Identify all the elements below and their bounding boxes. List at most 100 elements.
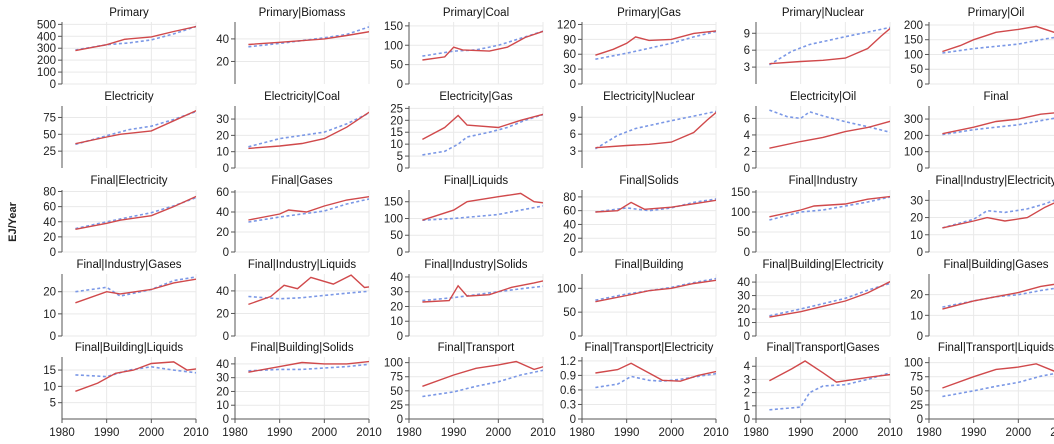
model-series-line	[595, 30, 716, 60]
model-series-line	[422, 369, 543, 398]
y-tick-label: 20	[910, 213, 923, 225]
y-tick-label: 0	[570, 331, 576, 343]
y-tick-label: 0	[397, 331, 403, 343]
y-tick-label: 40	[216, 286, 229, 298]
panel-title: Final|Building|Solids	[250, 342, 353, 354]
y-tick-label: 40	[563, 219, 576, 231]
facet-panel: 0 50 100 150 Final|Liquids	[384, 175, 544, 259]
model-series-line	[248, 363, 369, 372]
y-tick-label: 20	[216, 130, 229, 142]
y-tick-label: 30	[563, 64, 576, 76]
y-tick-label: 80	[563, 192, 576, 204]
x-tick-label: 2010	[1050, 427, 1054, 439]
facet-panel: 0 10 20 30 Final|Industry|Electricity	[910, 175, 1054, 259]
y-tick-label: 50	[910, 64, 923, 76]
y-tick-label: 100	[904, 358, 923, 370]
facet-panel: 0 20 40 60 80 Final|Electricity	[43, 175, 197, 259]
facet-panel: 0 25 50 75 100 Final|Transport 1980 1990 2000 201…	[384, 342, 556, 439]
panel-title: Electricity|Gas	[439, 91, 513, 103]
y-tick-label: 20	[216, 386, 229, 398]
panel-title: Final|Industry|Electricity	[935, 175, 1054, 187]
panel-title: Primary|Gas	[617, 7, 681, 19]
y-tick-label: 10	[910, 310, 923, 322]
y-tick-label: 20	[43, 232, 56, 244]
y-tick-label: 100	[384, 358, 403, 370]
historical-series-line	[942, 283, 1054, 310]
y-tick-label: 10	[216, 400, 229, 412]
y-tick-label: 0	[50, 79, 56, 91]
y-tick-label: 3	[570, 146, 576, 158]
facet-panel: 0 50 100 150 Final|Industry	[731, 175, 891, 259]
y-tick-label: 50	[43, 129, 56, 141]
y-tick-label: 100	[384, 213, 403, 225]
facet-panel: 25 50 75 Electricity	[43, 91, 197, 168]
y-tick-label: 50	[737, 227, 750, 239]
y-tick-label: 60	[563, 49, 576, 61]
y-tick-label: 20	[216, 56, 229, 68]
x-tick-label: 1990	[614, 427, 640, 439]
y-tick-label: 0	[917, 79, 923, 91]
y-tick-label: 25	[43, 146, 56, 158]
y-tick-label: 3	[744, 374, 750, 386]
y-tick-label: 20	[737, 304, 750, 316]
facet-panel: 0 20 40 Final|Industry|Liquids	[216, 259, 370, 343]
y-tick-label: 60	[216, 187, 229, 199]
y-tick-label: 1	[744, 401, 750, 413]
x-tick-label: 1980	[916, 427, 942, 439]
x-tick-label: 2010	[877, 427, 903, 439]
x-tick-label: 2000	[659, 427, 685, 439]
model-series-line	[248, 112, 369, 148]
y-tick-label: 25	[390, 103, 403, 115]
historical-series-line	[595, 111, 716, 149]
x-tick-label: 2010	[183, 427, 209, 439]
y-tick-label: 300	[37, 43, 56, 55]
y-tick-label: 40	[216, 34, 229, 46]
panel-title: Final|Industry|Liquids	[248, 259, 357, 271]
panel-title: Final|Solids	[619, 175, 678, 187]
panel-title: Final|Transport|Gases	[767, 342, 880, 354]
panel-title: Primary|Biomass	[259, 7, 346, 19]
model-series-line	[768, 26, 890, 66]
y-tick-label: 30	[216, 114, 229, 126]
x-tick-label: 1980	[49, 427, 75, 439]
y-tick-label: 20	[216, 308, 229, 320]
y-tick-label: 10	[390, 316, 403, 328]
model-series-line	[422, 285, 543, 302]
historical-series-line	[248, 360, 369, 373]
panel-title: Primary|Oil	[968, 7, 1025, 19]
model-series-line	[942, 372, 1054, 398]
y-tick-label: 20	[390, 115, 403, 127]
y-tick-label: 100	[731, 207, 750, 219]
y-tick-label: 0	[397, 79, 403, 91]
historical-series-line	[422, 280, 543, 303]
historical-series-line	[75, 109, 196, 145]
x-tick-label: 2010	[530, 427, 556, 439]
y-tick-label: 0	[223, 163, 229, 175]
x-tick-label: 1980	[743, 427, 769, 439]
y-tick-label: 80	[43, 187, 56, 199]
model-series-line	[595, 372, 716, 389]
y-tick-label: 50	[390, 60, 403, 72]
y-tick-label: 30	[737, 291, 750, 303]
y-tick-label: 25	[390, 400, 403, 412]
historical-series-line	[248, 195, 369, 221]
y-tick-label: 0	[570, 79, 576, 91]
y-tick-label: 500	[37, 19, 56, 31]
x-tick-label: 1990	[441, 427, 467, 439]
y-tick-label: 0	[744, 331, 750, 343]
panel-title: Final|Industry|Solids	[424, 259, 527, 271]
y-tick-label: 10	[910, 230, 923, 242]
historical-series-line	[75, 25, 196, 52]
y-tick-label: 150	[384, 197, 403, 209]
model-series-line	[769, 196, 890, 221]
y-tick-label: 100	[557, 283, 576, 295]
y-tick-label: 300	[904, 114, 923, 126]
y-tick-label: 6	[744, 45, 750, 57]
historical-series-line	[422, 192, 543, 221]
y-tick-label: 0	[223, 414, 229, 426]
x-tick-label: 2010	[703, 427, 729, 439]
x-tick-label: 2010	[356, 427, 382, 439]
historical-series-line	[942, 202, 1054, 229]
